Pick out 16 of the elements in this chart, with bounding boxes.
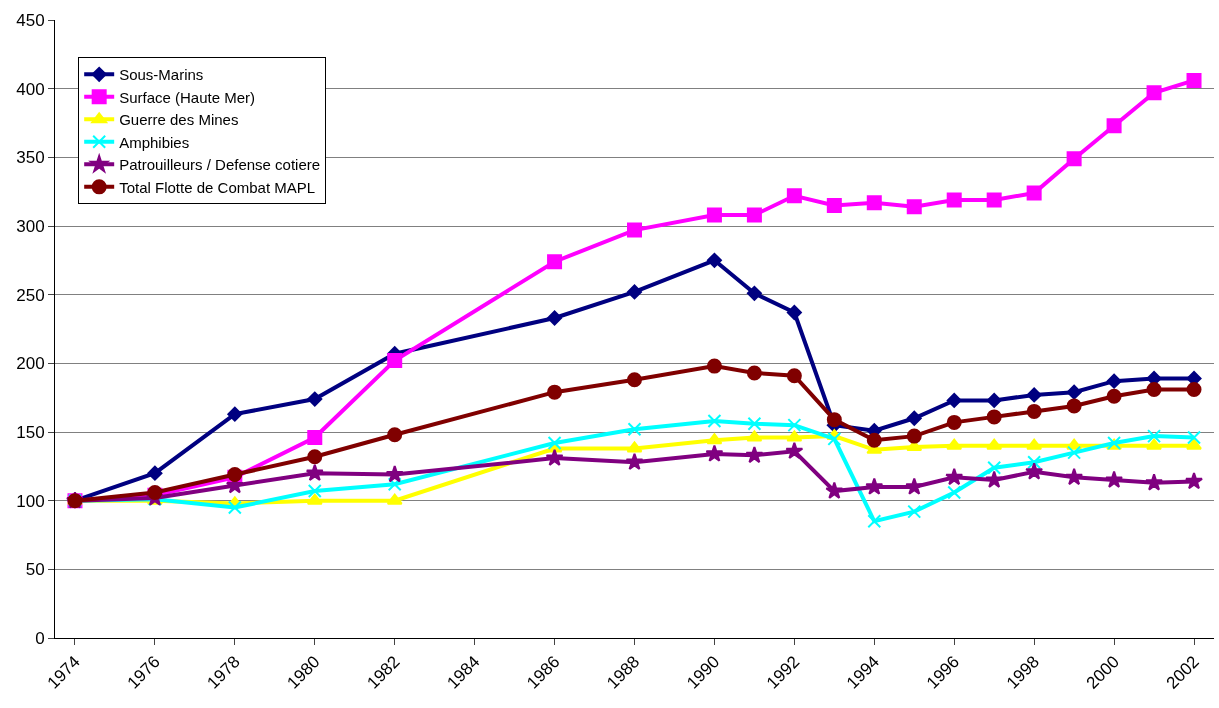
y-tick-label: 150 <box>16 422 45 442</box>
y-tick-label: 0 <box>35 628 45 648</box>
legend-label: Surface (Haute Mer) <box>119 88 256 106</box>
legend-label: Sous-Marins <box>119 66 204 84</box>
y-tick-label: 400 <box>16 79 45 99</box>
y-tick-label: 200 <box>16 354 45 374</box>
y-tick-label: 250 <box>16 285 45 305</box>
legend-label: Patrouilleurs / Defense cotiere <box>119 156 321 174</box>
y-tick-label: 450 <box>16 10 45 30</box>
y-tick-label: 100 <box>16 491 45 511</box>
y-tick-label: 350 <box>16 148 45 168</box>
legend-label: Total Flotte de Combat MAPL <box>119 178 316 196</box>
y-tick-label: 50 <box>25 560 45 580</box>
legend-label: Amphibies <box>119 133 190 151</box>
y-tick-label: 300 <box>16 216 45 236</box>
legend-label: Guerre des Mines <box>119 111 239 129</box>
